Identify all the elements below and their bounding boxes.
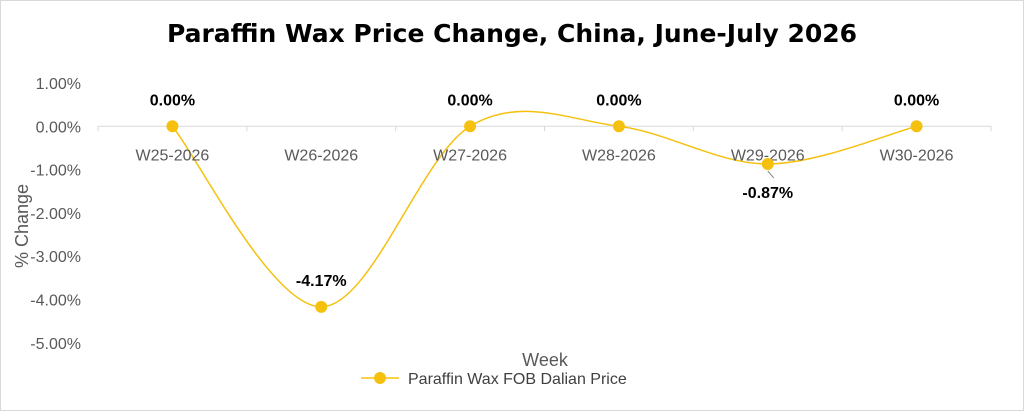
x-axis-title: Week	[522, 350, 569, 370]
data-label: -0.87%	[742, 185, 793, 202]
data-point	[612, 120, 625, 133]
data-label-leader	[767, 170, 775, 179]
y-tick-label: -2.00%	[30, 206, 81, 223]
x-tick-label: W30-2026	[880, 147, 954, 164]
data-label: -4.17%	[296, 273, 347, 290]
x-tick-label: W25-2026	[136, 147, 210, 164]
chart-title: Paraffin Wax Price Change, China, June-J…	[166, 19, 858, 48]
y-tick-label: 1.00%	[36, 76, 81, 93]
y-axis-title: % Change	[12, 184, 32, 268]
data-label: 0.00%	[150, 92, 195, 109]
data-point	[761, 157, 774, 170]
data-point	[910, 120, 923, 133]
data-label: 0.00%	[894, 92, 939, 109]
legend-marker	[374, 372, 386, 384]
y-tick-label: -4.00%	[30, 293, 81, 310]
y-tick-label: -5.00%	[30, 336, 81, 353]
data-label: 0.00%	[596, 92, 641, 109]
data-point	[464, 120, 477, 133]
x-tick-label: W27-2026	[433, 147, 507, 164]
x-tick-label: W29-2026	[731, 147, 805, 164]
data-point	[315, 300, 328, 313]
y-tick-label: 0.00%	[36, 119, 81, 136]
data-point	[166, 120, 179, 133]
y-tick-label: -3.00%	[30, 249, 81, 266]
y-tick-label: -1.00%	[30, 163, 81, 180]
series-line	[171, 110, 917, 308]
x-tick-label: W28-2026	[582, 147, 656, 164]
legend-label: Paraffin Wax FOB Dalian Price	[408, 371, 627, 388]
data-label: 0.00%	[447, 92, 492, 109]
x-tick-label: W26-2026	[284, 147, 358, 164]
